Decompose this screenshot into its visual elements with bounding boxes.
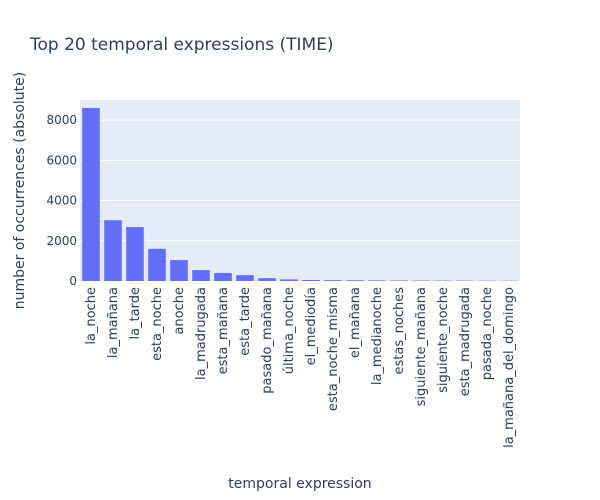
- x-tick-label: la_mañana: [106, 287, 121, 358]
- bar-la_noche: [82, 108, 100, 282]
- bar-esta_tarde: [236, 275, 254, 281]
- x-tick-label: siguiente_mañana: [414, 287, 429, 406]
- bar-la_tarde: [126, 227, 144, 281]
- x-tick-label: la_tarde: [128, 287, 143, 340]
- x-tick-label: última_noche: [282, 287, 297, 374]
- x-tick-label: la_mañana_del_domingo: [502, 287, 517, 448]
- x-tick-label: esta_mañana: [216, 287, 231, 374]
- x-tick-label: la_medianoche: [370, 287, 385, 385]
- y-tick-label: 8000: [46, 113, 77, 127]
- x-tick-label: anoche: [172, 287, 187, 335]
- bar-esta_noche_misma: [324, 280, 342, 281]
- bar-la_madrugada: [192, 270, 210, 281]
- bar-estas_noches: [390, 280, 408, 281]
- bar-el_mañana: [346, 280, 364, 281]
- x-tick-labels: la_noche la_mañana la_tarde esta_noche anoch…: [84, 287, 517, 448]
- x-tick-label: la_noche: [84, 287, 99, 345]
- x-tick-label: la_madrugada: [194, 287, 209, 380]
- bar-esta_mañana: [214, 272, 232, 281]
- y-tick-label: 0: [69, 274, 77, 288]
- x-tick-label: pasada_noche: [480, 287, 495, 380]
- x-tick-label: el_mediodía: [304, 287, 319, 365]
- x-tick-label: esta_madrugada: [458, 287, 473, 396]
- x-tick-label: pasado_mañana: [260, 287, 275, 394]
- grid-lines: [80, 119, 520, 242]
- y-tick-label: 4000: [46, 194, 77, 208]
- chart-title: Top 20 temporal expressions (TIME): [29, 35, 334, 55]
- bar-la_mañana: [104, 220, 122, 281]
- bar-la_medianoche: [368, 280, 386, 281]
- y-tick-label: 6000: [46, 153, 77, 167]
- bar-anoche: [170, 260, 188, 281]
- x-tick-label: estas_noches: [392, 287, 407, 375]
- y-axis-title: number of occurrences (absolute): [12, 72, 28, 309]
- bar-pasado_mañana: [258, 278, 276, 281]
- bars: [82, 108, 518, 282]
- x-tick-label: el_mañana: [348, 287, 363, 358]
- y-tick-label: 2000: [46, 234, 77, 248]
- bar-última_noche: [280, 279, 298, 281]
- plot-background: [80, 100, 520, 281]
- x-axis-title: temporal expression: [228, 476, 371, 492]
- x-tick-label: esta_noche: [150, 287, 165, 361]
- y-tick-labels: 0 2000 4000 6000 8000: [46, 113, 77, 288]
- bar-esta_noche: [148, 248, 166, 281]
- x-tick-label: esta_tarde: [238, 287, 253, 356]
- x-tick-label: siguiente_noche: [436, 287, 451, 393]
- x-tick-label: esta_noche_misma: [326, 287, 341, 411]
- bar-el_mediodía: [302, 279, 320, 281]
